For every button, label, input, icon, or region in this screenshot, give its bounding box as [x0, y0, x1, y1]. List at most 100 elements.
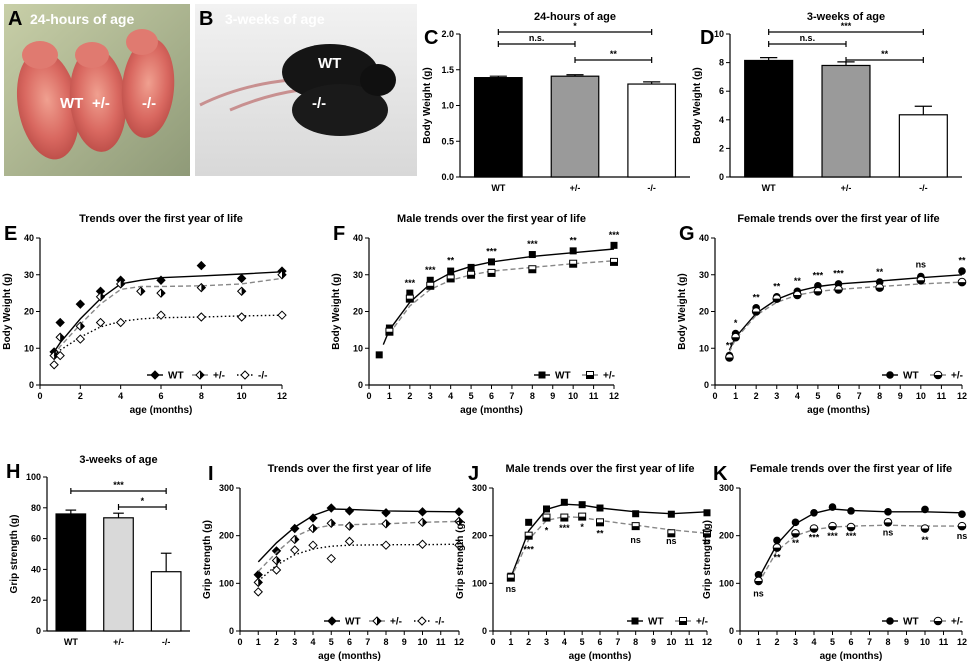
- data-point: [725, 353, 734, 362]
- x-tick-label: 11: [937, 391, 947, 401]
- series-fit-line: [388, 260, 615, 335]
- x-tick-label: 4: [448, 391, 453, 401]
- x-tick-label: 11: [589, 391, 599, 401]
- photo-b-label-wt: WT: [318, 55, 341, 72]
- data-point: [115, 317, 126, 328]
- series-het: [385, 257, 618, 336]
- significance-label: ***: [113, 480, 124, 490]
- x-tick-label: 5: [469, 391, 474, 401]
- series-het: [253, 516, 464, 588]
- y-tick-label: 10: [714, 29, 724, 39]
- data-point: [326, 503, 336, 513]
- data-point: [271, 565, 282, 575]
- y-tick-label: 0.0: [441, 172, 454, 182]
- y-axis-label: Body Weight (g): [422, 67, 433, 143]
- y-tick-label: 30: [24, 270, 34, 280]
- data-point-fill: [161, 289, 165, 298]
- data-point-fill: [525, 535, 533, 540]
- data-point: [846, 522, 856, 532]
- data-point: [569, 259, 578, 268]
- y-tick-label: 2.0: [441, 29, 454, 39]
- data-point: [487, 268, 496, 277]
- legend-entry: WT: [627, 617, 664, 628]
- mouse-wt-tail: [229, 88, 301, 112]
- bar-ko: [150, 571, 182, 632]
- y-tick-label: 1.0: [441, 101, 454, 111]
- data-point-fill: [569, 263, 577, 268]
- data-point: [751, 307, 761, 316]
- data-point: [528, 265, 537, 274]
- significance-label: *: [734, 318, 738, 328]
- y-tick-label: 20: [31, 595, 41, 605]
- significance-label: **: [703, 538, 711, 548]
- significance-label: ***: [559, 523, 570, 533]
- x-tick-label: 2: [754, 391, 759, 401]
- series-fit-line: [53, 277, 283, 356]
- data-point: [271, 555, 282, 566]
- data-point-fill: [847, 527, 855, 531]
- data-point-fill: [100, 292, 105, 301]
- chart-title: 3-weeks of age: [79, 454, 157, 466]
- legend-marker: [240, 370, 250, 380]
- data-point: [75, 299, 86, 309]
- series-fit-line: [757, 508, 963, 579]
- data-point: [916, 275, 926, 285]
- significance-label: **: [792, 538, 800, 548]
- data-point: [196, 260, 207, 271]
- legend-label: WT: [648, 617, 664, 628]
- x-tick-label: 7: [509, 391, 514, 401]
- significance-label: **: [958, 256, 966, 266]
- legend-label: WT: [903, 371, 919, 382]
- significance-label: *: [580, 522, 584, 532]
- series-fit-line: [257, 520, 460, 572]
- data-point: [385, 327, 394, 336]
- photo-a-label-het: +/-: [92, 95, 110, 112]
- data-point: [467, 263, 475, 271]
- y-axis-label: Body Weight (g): [2, 273, 13, 349]
- x-tick-label: 10: [920, 637, 930, 647]
- data-point: [417, 539, 428, 549]
- x-tick-label: 8: [530, 391, 535, 401]
- y-tick-label: 300: [472, 483, 487, 493]
- data-point: [49, 360, 59, 370]
- x-tick-label: 10: [417, 637, 427, 647]
- x-tick-label: 3: [793, 637, 798, 647]
- x-tick-label: 7: [365, 637, 370, 647]
- data-point: [454, 540, 464, 550]
- chart-title: 3-weeks of age: [807, 11, 885, 23]
- significance-label: *: [573, 21, 577, 31]
- data-point: [344, 521, 355, 531]
- x-tick-label: 4: [795, 391, 800, 401]
- y-tick-label: 100: [719, 578, 734, 588]
- data-point: [667, 510, 675, 518]
- data-point: [596, 518, 604, 527]
- y-tick-label: 30: [699, 270, 709, 280]
- y-axis-label: Grip strength (g): [202, 520, 213, 599]
- series-het: [49, 270, 287, 361]
- data-point: [772, 543, 782, 552]
- significance-label: ***: [813, 270, 824, 280]
- data-point: [417, 507, 428, 517]
- y-tick-label: 0: [719, 172, 724, 182]
- data-point-fill: [560, 517, 568, 522]
- y-tick-label: 300: [219, 483, 234, 493]
- y-tick-label: 8: [719, 58, 724, 68]
- chart-title: Trends over the first year of life: [79, 213, 243, 225]
- data-point-fill: [313, 524, 317, 533]
- data-point-fill: [385, 331, 393, 336]
- data-point-fill: [406, 298, 414, 303]
- panel-label-b: B: [199, 8, 213, 30]
- x-tick-label: 4: [562, 637, 567, 647]
- legend-label: +/-: [951, 617, 963, 628]
- data-point: [569, 247, 577, 255]
- significance-label: ***: [846, 531, 857, 541]
- data-point-fill: [667, 533, 675, 537]
- y-axis-label: Body Weight (g): [331, 273, 342, 349]
- data-point-fill: [507, 577, 515, 582]
- x-tick-label: 1: [756, 637, 761, 647]
- legend-marker: [327, 616, 337, 626]
- significance-label: **: [596, 529, 604, 539]
- data-point: [196, 312, 207, 322]
- x-tick-label: 8: [633, 637, 638, 647]
- y-tick-label: 40: [699, 233, 709, 243]
